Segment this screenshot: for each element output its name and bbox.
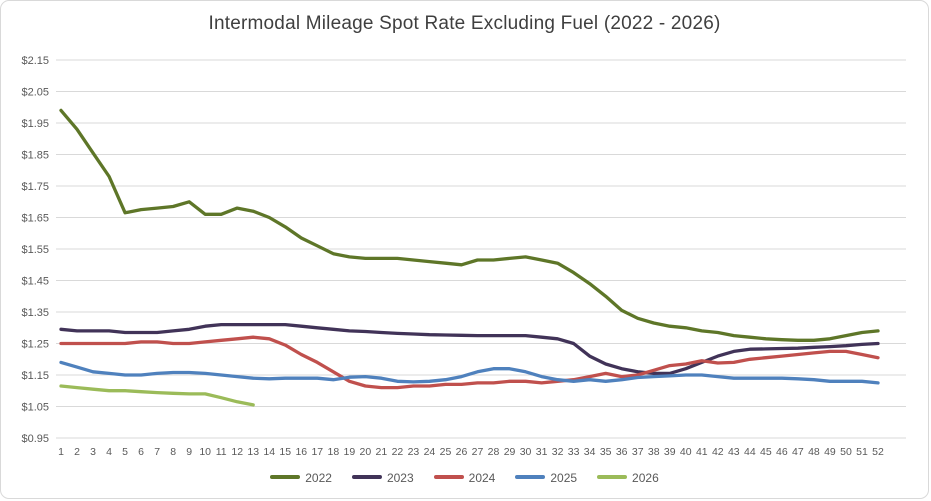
y-axis-tick-label: $2.15 (21, 55, 49, 67)
x-axis-tick-label: 47 (792, 446, 804, 458)
legend-swatch-2025 (515, 474, 546, 479)
y-axis-tick-label: $1.05 (21, 402, 49, 414)
legend-label: 2025 (550, 470, 578, 485)
legend-swatch-2023 (351, 474, 382, 479)
x-axis-tick-label: 6 (138, 446, 144, 458)
x-axis-tick-label: 12 (231, 446, 243, 458)
series-line-2023 (59, 322, 880, 376)
x-axis-tick-label: 25 (440, 446, 452, 458)
x-axis-tick-label: 9 (186, 446, 192, 458)
legend-item-2026: 2026 (597, 470, 659, 485)
x-axis-tick-label: 28 (488, 446, 500, 458)
x-axis-tick-label: 1 (58, 446, 64, 458)
y-axis-tick-label: $1.75 (21, 181, 49, 193)
x-axis-tick-label: 46 (776, 446, 788, 458)
y-axis-tick-label: $1.35 (21, 307, 49, 319)
x-axis-tick-label: 5 (122, 446, 128, 458)
x-axis-tick-label: 37 (632, 446, 644, 458)
legend-swatch-2024 (433, 474, 464, 479)
legend-item-2025: 2025 (515, 470, 577, 485)
x-axis-tick-label: 21 (376, 446, 388, 458)
x-axis-tick-label: 35 (600, 446, 612, 458)
y-axis-tick-label: $1.45 (21, 276, 49, 288)
legend-label: 2024 (468, 470, 496, 485)
x-axis-tick-label: 51 (856, 446, 868, 458)
y-axis-tick-label: $2.05 (21, 87, 49, 99)
x-axis-tick-label: 22 (392, 446, 404, 458)
x-axis-tick-label: 49 (824, 446, 836, 458)
x-axis-tick-label: 18 (327, 446, 339, 458)
x-axis-tick-label: 31 (536, 446, 548, 458)
x-axis-tick-label: 15 (279, 446, 291, 458)
legend-swatch-2022 (270, 474, 301, 479)
x-axis-tick-label: 34 (584, 446, 596, 458)
y-axis-tick-label: $1.25 (21, 339, 49, 351)
x-axis-tick-label: 36 (616, 446, 628, 458)
x-axis-tick-label: 11 (216, 446, 227, 458)
x-axis-tick-label: 32 (552, 446, 564, 458)
series-line-2022 (59, 108, 880, 342)
y-axis-tick-label: $1.15 (21, 370, 49, 382)
x-axis-tick-label: 42 (712, 446, 724, 458)
y-axis-tick-label: $1.85 (21, 150, 49, 162)
x-axis-tick-label: 7 (154, 446, 160, 458)
x-axis-tick-label: 17 (311, 446, 323, 458)
x-axis-tick-label: 50 (840, 446, 852, 458)
x-axis-tick-label: 2 (74, 446, 80, 458)
x-axis-tick-label: 13 (247, 446, 259, 458)
chart-title: Intermodal Mileage Spot Rate Excluding F… (208, 13, 721, 34)
x-axis-tick-label: 20 (360, 446, 372, 458)
x-axis-tick-label: 40 (680, 446, 692, 458)
x-axis-tick-label: 29 (504, 446, 516, 458)
series-line-2024 (59, 335, 880, 390)
legend-label: 2023 (386, 470, 414, 485)
x-axis-tick-label: 14 (263, 446, 275, 458)
x-axis-tick-label: 44 (744, 446, 756, 458)
x-axis-tick-label: 33 (568, 446, 580, 458)
x-axis-tick-label: 27 (472, 446, 484, 458)
x-axis-tick-label: 41 (696, 446, 708, 458)
x-axis-tick-label: 52 (872, 446, 884, 458)
x-axis-tick-label: 43 (728, 446, 740, 458)
x-axis-tick-label: 24 (424, 446, 436, 458)
x-axis-tick-label: 4 (106, 446, 112, 458)
x-axis-tick-label: 30 (520, 446, 532, 458)
x-axis-tick-label: 26 (456, 446, 468, 458)
legend-item-2024: 2024 (433, 470, 496, 485)
x-axis-tick-label: 16 (295, 446, 307, 458)
y-axis-tick-label: $0.95 (21, 433, 49, 445)
x-axis-tick-label: 45 (760, 446, 772, 458)
legend-label: 2022 (305, 470, 332, 485)
legend-item-2022: 2022 (270, 470, 332, 485)
y-axis-tick-label: $1.65 (21, 213, 49, 225)
legend: 2022 2023 2024 2025 2026 (1, 470, 928, 485)
x-axis-tick-label: 38 (648, 446, 660, 458)
x-axis-tick-label: 8 (170, 446, 176, 458)
y-axis-tick-label: $1.95 (21, 118, 49, 130)
legend-label: 2026 (632, 470, 659, 485)
x-axis-tick-label: 23 (408, 446, 420, 458)
x-axis-tick-label: 19 (344, 446, 356, 458)
series-line-2026 (59, 384, 255, 407)
legend-swatch-2026 (597, 474, 628, 479)
y-axis-tick-label: $1.55 (21, 244, 49, 256)
x-axis-tick-label: 48 (808, 446, 820, 458)
x-axis-tick-label: 3 (90, 446, 96, 458)
x-axis-tick-label: 10 (199, 446, 211, 458)
legend-item-2023: 2023 (351, 470, 414, 485)
x-axis-tick-label: 39 (664, 446, 676, 458)
series-line-2025 (59, 360, 880, 385)
